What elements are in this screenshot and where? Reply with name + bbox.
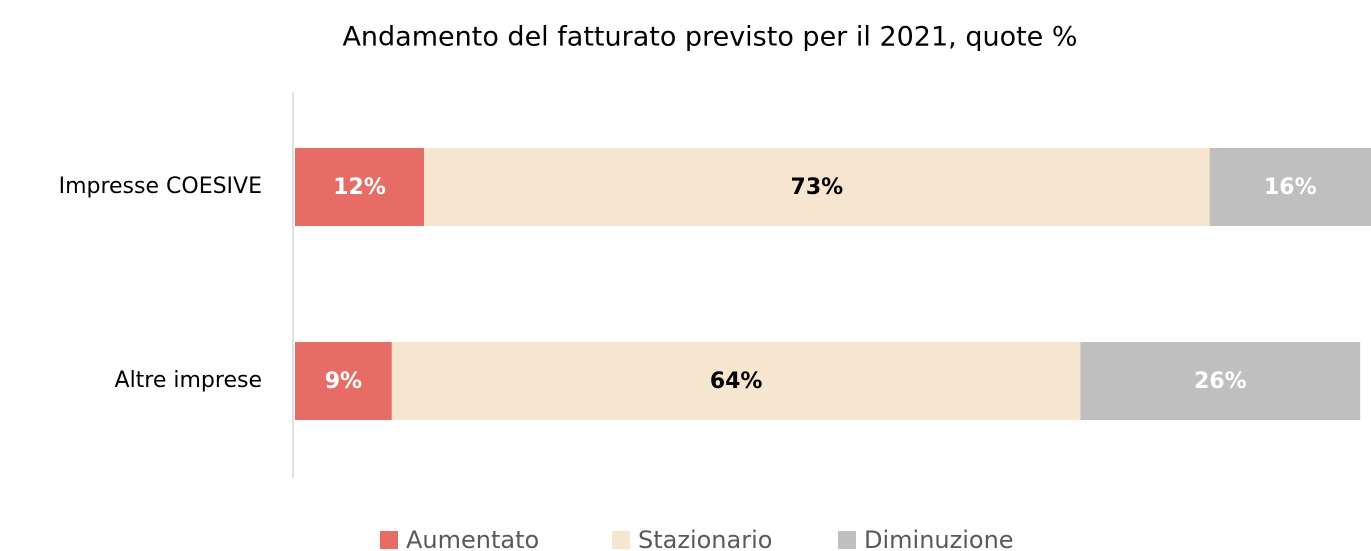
bar-segment: [295, 342, 392, 420]
bar-segment: [1209, 148, 1371, 226]
bar-segment: [295, 148, 425, 226]
data-label: 16%: [1264, 175, 1317, 200]
legend-swatch: [612, 531, 630, 549]
data-label: 73%: [791, 175, 844, 200]
chart-title: Andamento del fatturato previsto per il …: [342, 22, 1077, 53]
y-tick-label: Altre imprese: [115, 368, 262, 393]
data-label: 12%: [333, 175, 386, 200]
data-label: 64%: [710, 369, 763, 394]
data-label: 9%: [325, 369, 362, 394]
legend-label: Diminuzione: [864, 526, 1014, 551]
legend-swatch: [380, 531, 398, 549]
bar-segment: [424, 148, 1210, 226]
y-tick-label: Impresse COESIVE: [59, 174, 262, 199]
legend-label: Aumentato: [406, 526, 539, 551]
legend-swatch: [838, 531, 856, 549]
data-label: 26%: [1194, 369, 1247, 394]
bar-segment: [391, 342, 1081, 420]
legend-label: Stazionario: [638, 526, 772, 551]
bar-segment: [1080, 342, 1361, 420]
